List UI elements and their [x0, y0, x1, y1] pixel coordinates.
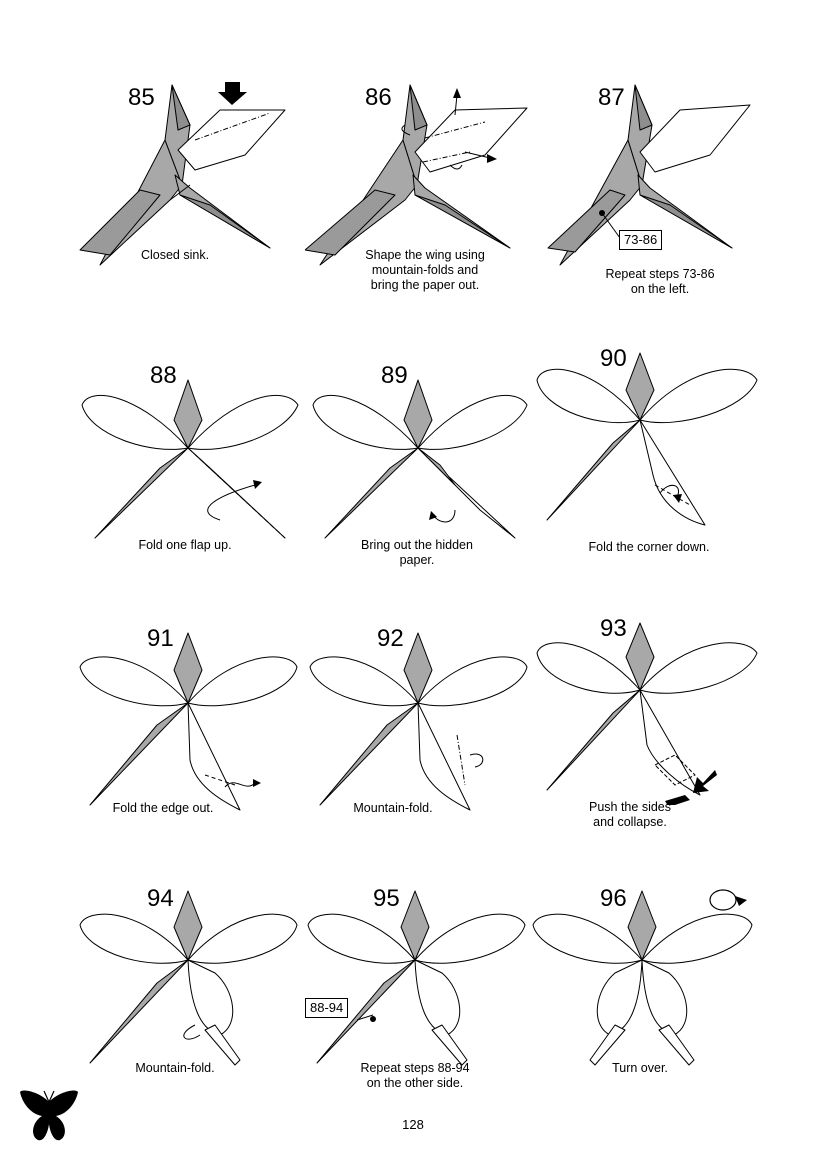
- arrow-icon: [224, 782, 256, 788]
- page-number: 128: [402, 1117, 424, 1132]
- reference-dot-icon: [370, 1016, 376, 1022]
- step-87: 87 73-86 Repeat steps 73-86 on the left.: [540, 80, 780, 330]
- step-88-diagram: [81, 379, 299, 539]
- butterfly-silhouette-icon: [20, 1090, 78, 1141]
- step-88: 88 Fold one flap up.: [70, 360, 310, 610]
- step-number: 93: [600, 615, 627, 642]
- arrow-icon: [207, 484, 256, 521]
- step-number: 86: [365, 84, 392, 111]
- step-caption: Fold the edge out.: [112, 801, 214, 815]
- step-caption: Closed sink.: [140, 248, 210, 262]
- step-89-diagram: [312, 379, 528, 539]
- step-95-diagram: [307, 890, 526, 1066]
- step-90: 90 Fold the corner down.: [535, 345, 775, 595]
- push-arrow-icon: [665, 795, 690, 805]
- step-number: 87: [598, 84, 625, 111]
- step-number: 92: [377, 625, 404, 652]
- step-number: 88: [150, 362, 177, 389]
- turn-over-icon: [709, 889, 747, 911]
- arrow-icon: [469, 753, 484, 768]
- step-number: 94: [147, 885, 174, 912]
- reference-dot-icon: [599, 210, 605, 216]
- arrow-icon: [183, 1024, 201, 1040]
- step-93: 93 Push the sides and collapse.: [535, 615, 775, 865]
- step-caption: Mountain-fold.: [135, 1061, 215, 1075]
- step-number: 89: [381, 362, 408, 389]
- step-caption: Mountain-fold.: [353, 801, 433, 815]
- arrow-icon: [432, 509, 456, 523]
- step-reference-box: 73-86: [619, 230, 663, 250]
- step-caption: Bring out the hidden paper.: [361, 538, 473, 567]
- step-caption: Fold the corner down.: [588, 540, 710, 554]
- step-caption: Turn over.: [612, 1061, 668, 1075]
- step-86-diagram: [305, 84, 528, 266]
- step-96-diagram: [532, 890, 753, 1066]
- step-caption: Fold one flap up.: [138, 538, 232, 552]
- step-94: 94 Mountain-fold.: [75, 885, 315, 1135]
- step-caption: Repeat steps 88-94 on the other side.: [360, 1061, 470, 1090]
- step-number: 95: [373, 885, 400, 912]
- step-number: 85: [128, 84, 155, 111]
- push-arrow-icon: [218, 82, 247, 105]
- step-87-diagram: [547, 84, 751, 266]
- step-93-diagram: [536, 622, 758, 805]
- step-91: 91 Fold the edge out.: [75, 625, 315, 875]
- arrow-icon: [454, 94, 491, 159]
- step-86: 86 Shape the wing using mountain-folds a…: [305, 80, 545, 330]
- step-94-diagram: [79, 890, 298, 1066]
- step-96: 96 Turn over.: [530, 885, 770, 1135]
- step-number: 90: [600, 345, 627, 372]
- step-number: 91: [147, 625, 174, 652]
- step-85-diagram: [79, 82, 286, 266]
- step-90-diagram: [536, 352, 758, 526]
- step-91-diagram: [79, 632, 298, 811]
- step-89: 89 Bring out the hidden paper.: [305, 360, 545, 610]
- step-caption: Repeat steps 73-86 on the left.: [605, 267, 715, 296]
- step-caption: Shape the wing using mountain-folds and …: [365, 248, 485, 292]
- step-95: 95 88-94 Repeat steps 88-94 on the other…: [305, 885, 545, 1135]
- step-caption: Push the sides and collapse.: [589, 800, 671, 829]
- step-reference-box: 88-94: [305, 998, 349, 1018]
- push-arrow-icon: [693, 770, 717, 793]
- arrow-icon: [659, 484, 679, 498]
- step-92-diagram: [309, 632, 528, 811]
- step-number: 96: [600, 885, 627, 912]
- step-92: 92 Mountain-fold.: [305, 625, 545, 875]
- step-85: 85 Closed sink.: [70, 80, 310, 330]
